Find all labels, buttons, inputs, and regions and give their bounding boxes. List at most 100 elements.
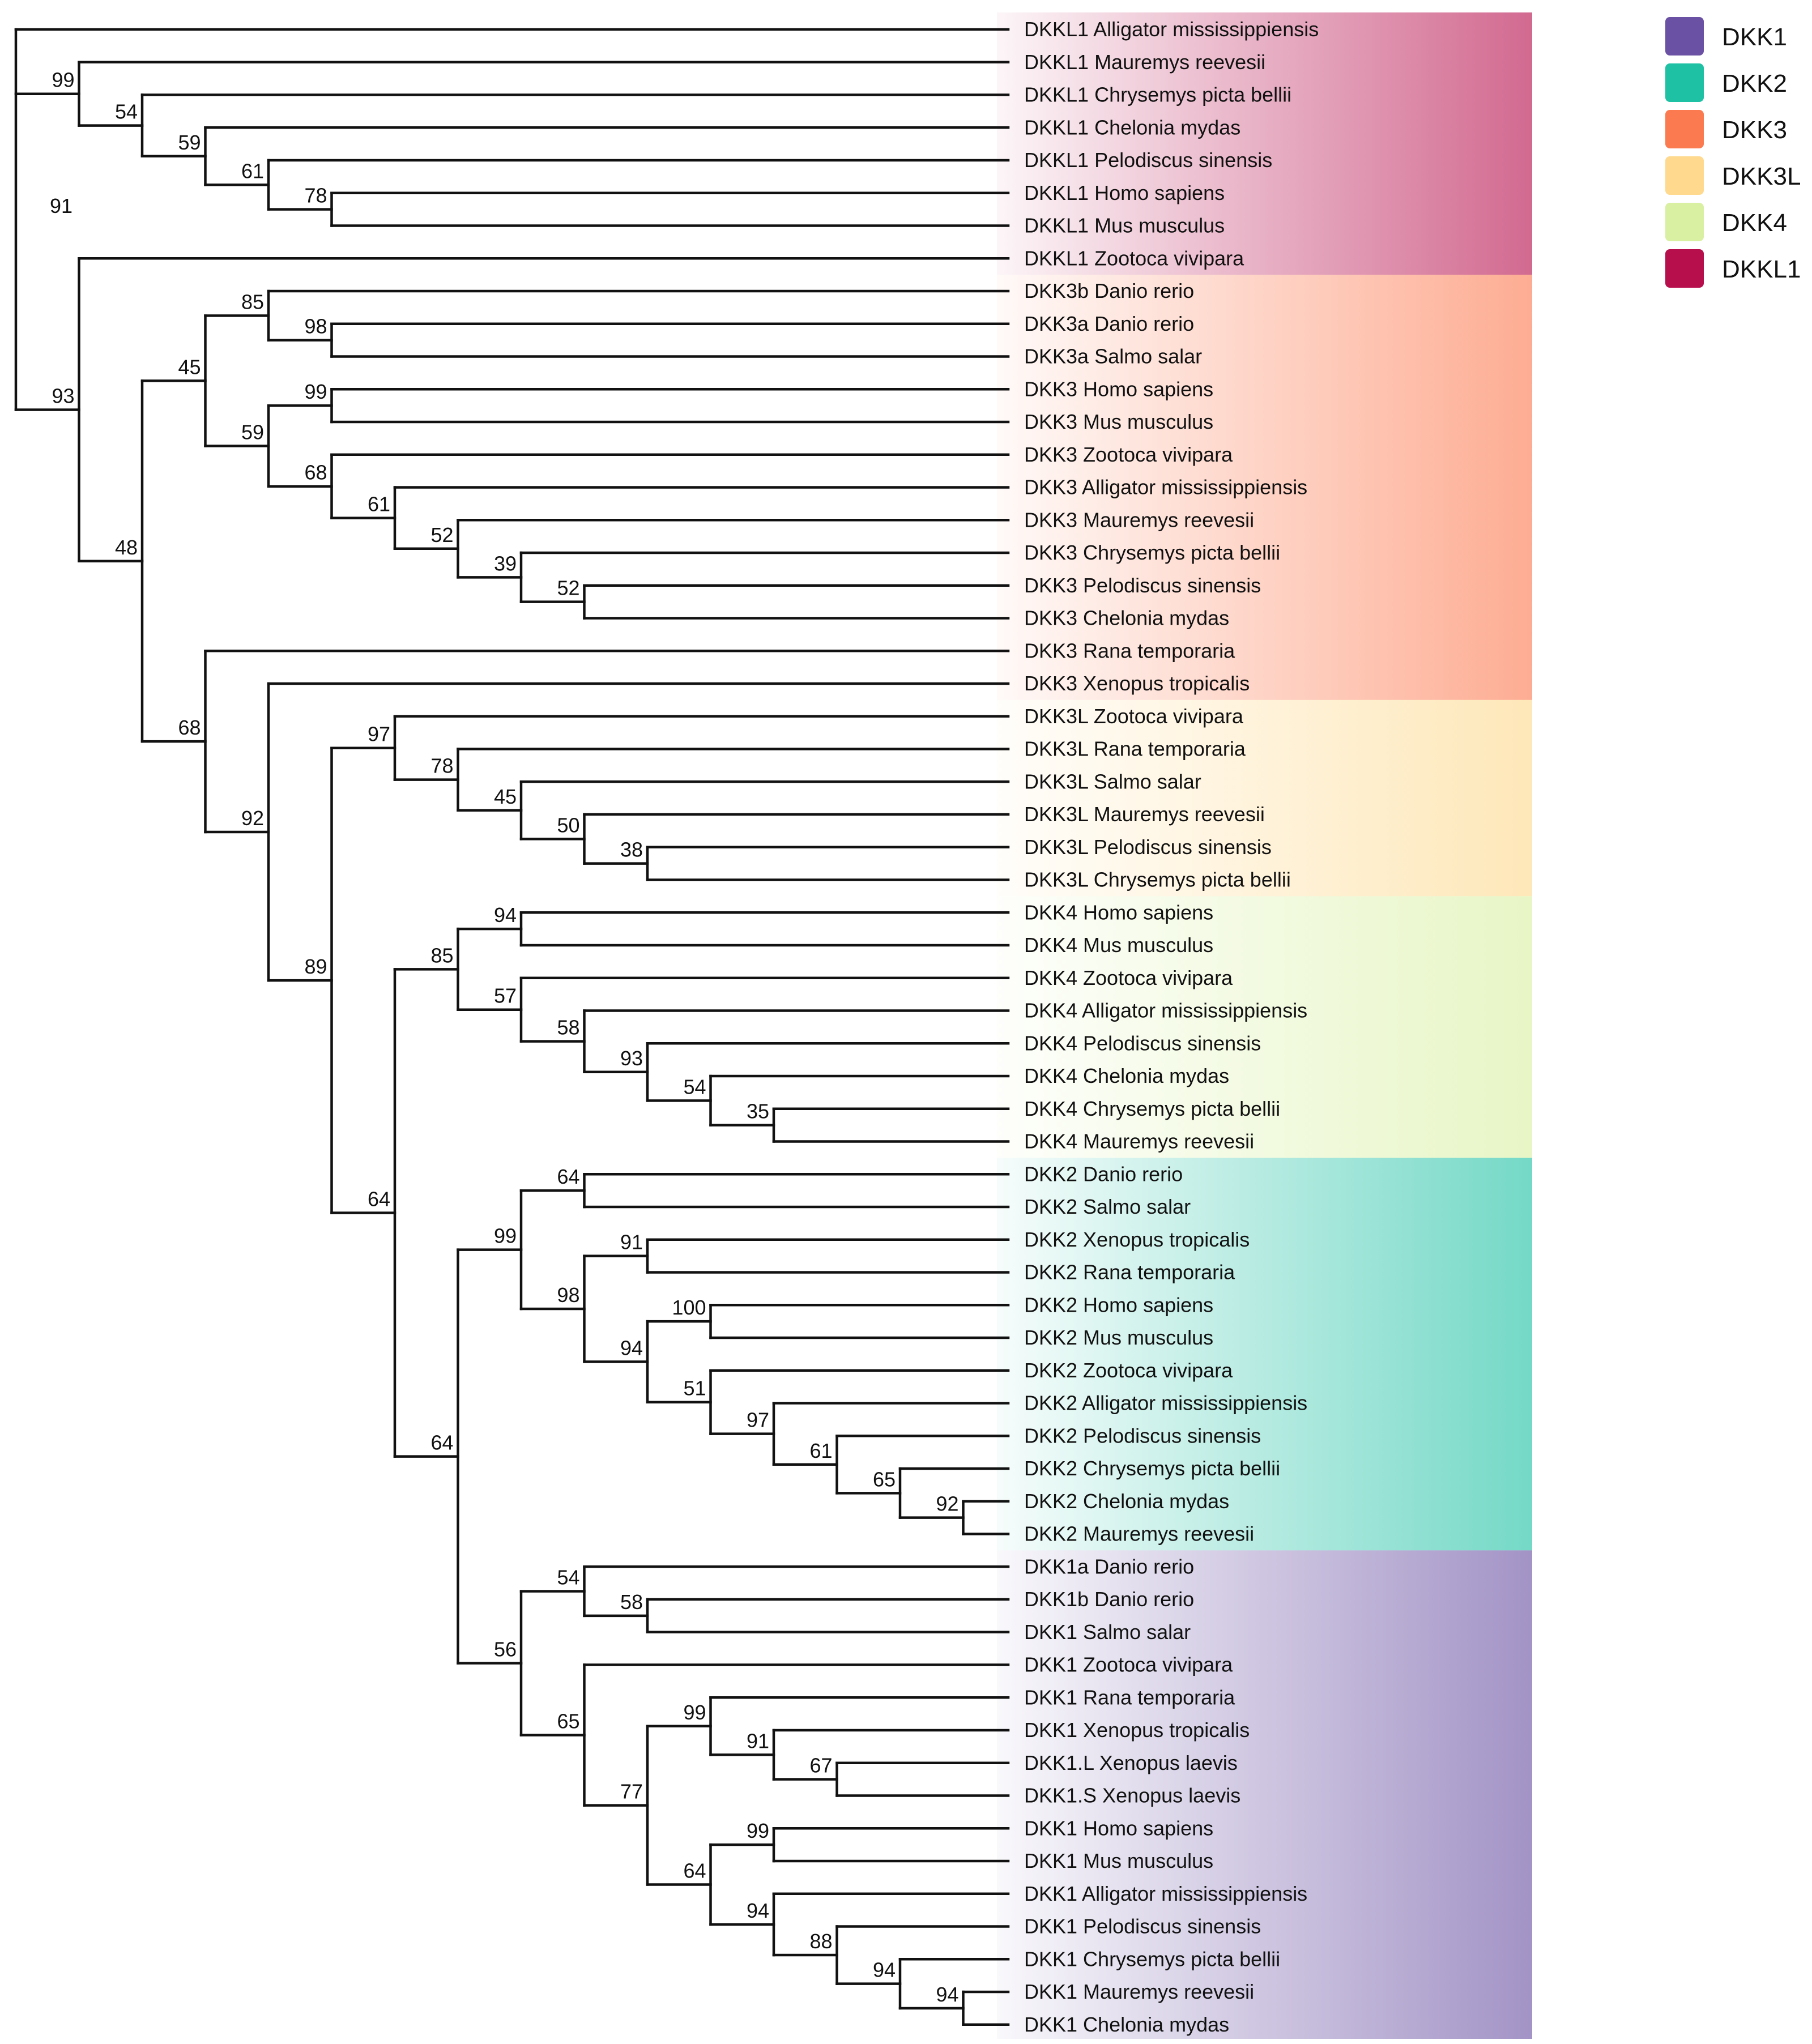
tip-label: DKK1 Mauremys reevesii [1024, 1980, 1254, 2003]
tip-label: DKK3b Danio rerio [1024, 279, 1194, 302]
bootstrap-support: 85 [241, 290, 264, 313]
bootstrap-support: 61 [368, 493, 390, 516]
tip-label: DKK3L Rana temporaria [1024, 737, 1246, 761]
legend-swatch-dkkl1 [1665, 249, 1704, 288]
tip-label: DKK3L Mauremys reevesii [1024, 803, 1265, 826]
tip-label: DKK1 Mus musculus [1024, 1849, 1213, 1872]
tree-branches [14, 28, 1010, 2026]
tip-label: DKK3L Pelodiscus sinensis [1024, 835, 1272, 859]
legend-swatch-dkk4 [1665, 203, 1704, 241]
tip-label: DKK2 Zootoca vivipara [1024, 1359, 1233, 1382]
bootstrap-support: 97 [368, 723, 390, 746]
tip-label: DKK1 Pelodiscus sinensis [1024, 1915, 1261, 1938]
bootstrap-support: 64 [368, 1187, 390, 1210]
bootstrap-support: 58 [620, 1590, 643, 1614]
tip-label: DKK3a Danio rerio [1024, 312, 1194, 335]
bootstrap-support: 77 [620, 1780, 643, 1803]
bootstrap-support: 99 [683, 1701, 706, 1724]
bootstrap-support: 64 [683, 1859, 706, 1883]
tip-label: DKK2 Danio rerio [1024, 1162, 1183, 1185]
bootstrap-support: 65 [873, 1467, 896, 1491]
tip-label: DKK1 Xenopus tropicalis [1024, 1718, 1250, 1742]
legend-label-dkk3l: DKK3L [1722, 163, 1801, 190]
bootstrap-support: 54 [557, 1566, 579, 1589]
tip-label: DKK3 Pelodiscus sinensis [1024, 574, 1261, 597]
tip-label: DKK4 Homo sapiens [1024, 901, 1213, 924]
bootstrap-support: 92 [936, 1492, 958, 1516]
legend-swatch-dkk3 [1665, 110, 1704, 148]
tip-label: DKK1b Danio rerio [1024, 1588, 1194, 1611]
tip-label: DKK3L Chrysemys picta bellii [1024, 868, 1291, 891]
bootstrap-support: 89 [304, 955, 327, 978]
clade-band-dkk3 [997, 275, 1532, 700]
bootstrap-support: 94 [620, 1336, 643, 1359]
legend-swatch-dkk3l [1665, 156, 1704, 195]
tip-label: DKK2 Pelodiscus sinensis [1024, 1424, 1261, 1447]
tip-label: DKK3 Xenopus tropicalis [1024, 672, 1250, 695]
tip-label: DKK3 Chrysemys picta bellii [1024, 541, 1280, 564]
tip-label: DKKL1 Chelonia mydas [1024, 116, 1240, 139]
tip-label: DKK1 Alligator mississippiensis [1024, 1882, 1307, 1905]
tip-label: DKK3 Mus musculus [1024, 410, 1213, 433]
tip-label: DKKL1 Mus musculus [1024, 214, 1225, 237]
legend-label-dkk3: DKK3 [1722, 116, 1787, 144]
tip-label: DKK2 Chrysemys picta bellii [1024, 1457, 1280, 1480]
bootstrap-support: 92 [241, 806, 264, 830]
bootstrap-support: 93 [620, 1047, 643, 1070]
bootstrap-support: 68 [304, 461, 327, 484]
bootstrap-support: 67 [809, 1754, 832, 1777]
bootstrap-support: 39 [494, 552, 517, 575]
bootstrap-support: 94 [873, 1958, 896, 1982]
tip-label: DKK4 Pelodiscus sinensis [1024, 1031, 1261, 1055]
bootstrap-support: 48 [115, 536, 138, 559]
bootstrap-support: 56 [494, 1638, 517, 1661]
bootstrap-support: 54 [115, 100, 138, 123]
bootstrap-support: 91 [747, 1729, 769, 1752]
tip-label: DKK2 Salmo salar [1024, 1195, 1191, 1218]
legend-label-dkkl1: DKKL1 [1722, 255, 1801, 283]
tip-label: DKK2 Mauremys reevesii [1024, 1522, 1254, 1546]
tip-label: DKK3L Salmo salar [1024, 770, 1201, 793]
bootstrap-support: 35 [747, 1100, 769, 1123]
tip-label: DKK1 Chrysemys picta bellii [1024, 1947, 1280, 1970]
tip-label: DKK3a Salmo salar [1024, 345, 1202, 368]
tip-labels: DKKL1 Alligator mississippiensis DKKL1 Ma… [1024, 18, 1319, 2036]
bootstrap-support: 50 [557, 813, 579, 837]
tip-label: DKK2 Chelonia mydas [1024, 1490, 1229, 1513]
tip-label: DKK1a Danio rerio [1024, 1555, 1194, 1578]
tip-label: DKK1 Zootoca vivipara [1024, 1653, 1233, 1676]
tip-label: DKK1 Chelonia mydas [1024, 2013, 1229, 2036]
bootstrap-support: 99 [52, 69, 74, 92]
bootstrap-support: 59 [178, 131, 201, 154]
clade-band-dkk1 [997, 1550, 1532, 2039]
bootstrap-support: 68 [178, 716, 201, 739]
bootstrap-support: 45 [178, 355, 201, 378]
legend-swatch-dkk1 [1665, 17, 1704, 56]
clade-band-dkk3l [997, 699, 1532, 897]
bootstrap-support: 94 [494, 903, 517, 927]
tip-label: DKK3 Zootoca vivipara [1024, 443, 1233, 466]
tip-label: DKK4 Chrysemys picta bellii [1024, 1097, 1280, 1120]
bootstrap-support: 52 [557, 577, 579, 600]
bootstrap-support: 98 [557, 1283, 579, 1307]
bootstrap-support: 52 [430, 523, 453, 547]
bootstrap-support: 61 [241, 159, 264, 182]
bootstrap-support: 78 [304, 184, 327, 207]
tip-label: DKK2 Mus musculus [1024, 1326, 1213, 1349]
legend-label-dkk2: DKK2 [1722, 70, 1787, 97]
bootstrap-support: 85 [430, 944, 453, 967]
tip-label: DKK1.S Xenopus laevis [1024, 1784, 1240, 1807]
bootstrap-support: 93 [52, 385, 74, 408]
bootstrap-support: 100 [672, 1296, 706, 1319]
tip-label: DKKL1 Mauremys reevesii [1024, 50, 1265, 74]
bootstrap-support: 64 [557, 1165, 579, 1188]
bootstrap-support: 51 [683, 1377, 706, 1400]
bootstrap-support: 54 [683, 1075, 706, 1098]
tip-label: DKK4 Zootoca vivipara [1024, 966, 1233, 989]
tip-label: DKK3 Homo sapiens [1024, 377, 1213, 400]
tip-label: DKK2 Alligator mississippiensis [1024, 1392, 1307, 1415]
bootstrap-support: 61 [809, 1439, 832, 1462]
bootstrap-support: 94 [747, 1899, 769, 1922]
clade-band-dkk4 [997, 896, 1532, 1158]
tip-label: DKK3 Mauremys reevesii [1024, 508, 1254, 531]
